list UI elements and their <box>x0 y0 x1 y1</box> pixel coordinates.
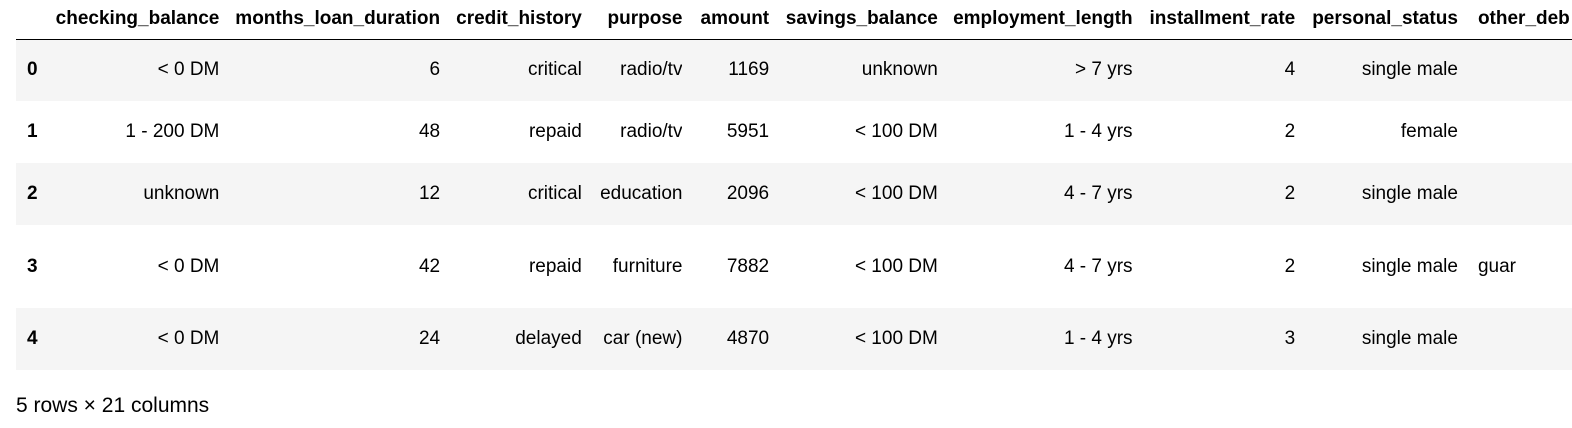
table-cell: radio/tv <box>620 121 683 142</box>
row-index: 0 <box>27 59 38 81</box>
table-cell: 42 <box>418 255 441 277</box>
column-header: checking_balance <box>55 0 220 40</box>
table-cell: 4 - 7 yrs <box>1063 255 1133 277</box>
table-cell: 1 - 4 yrs <box>1063 328 1133 349</box>
table-cell: < 100 DM <box>854 255 938 277</box>
table-cell: single male <box>1361 255 1458 277</box>
table-cell: 24 <box>418 328 441 349</box>
table-cell: repaid <box>528 121 582 142</box>
index-header <box>16 0 56 40</box>
table-cell: < 100 DM <box>854 121 938 142</box>
column-header: purpose <box>581 0 683 40</box>
table-row: 0 < 0 DM 6 critical radio/tv 1169 unknown > 7 y… <box>16 39 1572 101</box>
column-header: employment_length <box>937 0 1133 40</box>
table-cell: < 0 DM <box>157 59 220 81</box>
table-cell: furniture <box>612 255 683 277</box>
column-header: savings_balance <box>769 0 938 40</box>
table-cell: female <box>1400 121 1458 142</box>
table-cell: > 7 yrs <box>1075 59 1133 81</box>
table-row: 3 < 0 DM 42 repaid furniture 7882 < 100 DM 4 - … <box>16 225 1572 308</box>
table-cell: < 0 DM <box>157 328 220 349</box>
column-header: amount <box>682 0 770 40</box>
table-cell: unknown <box>861 59 938 81</box>
table-cell: unknown <box>143 183 220 204</box>
table-cell: 48 <box>418 121 441 142</box>
table-cell: 1 - 200 DM <box>125 121 220 142</box>
table-cell: 2 <box>1284 255 1296 277</box>
table-cell: education <box>600 183 683 204</box>
table-cell: 4 <box>1284 59 1296 81</box>
table-cell: 2 <box>1284 183 1296 204</box>
table-cell: 7882 <box>726 255 770 277</box>
table-row: 2 unknown 12 critical education 2096 < 100 DM 4… <box>16 163 1572 225</box>
table-cell: radio/tv <box>620 59 683 81</box>
dataframe-container: checking_balance months_loan_duration cr… <box>16 0 1572 372</box>
table-cell <box>1458 163 1572 225</box>
table-cell: 4870 <box>726 328 770 349</box>
table-summary: 5 rows × 21 columns <box>16 394 210 417</box>
table-cell: critical <box>527 59 582 81</box>
table-row: 4 < 0 DM 24 delayed car (new) 4870 < 100 DM 1 -… <box>16 308 1572 370</box>
table-cell <box>1458 39 1572 101</box>
dataframe-table: checking_balance months_loan_duration cr… <box>16 0 1572 370</box>
table-cell: single male <box>1361 328 1458 349</box>
table-cell: car (new) <box>603 328 683 349</box>
row-index: 3 <box>27 255 38 277</box>
table-cell: 5951 <box>726 121 770 142</box>
table-cell: 6 <box>429 59 441 81</box>
table-cell: 2 <box>1284 121 1296 142</box>
column-header: personal_status <box>1295 0 1458 40</box>
table-cell: 1169 <box>728 59 770 81</box>
column-header: months_loan_duration <box>219 0 441 40</box>
header-row: checking_balance months_loan_duration cr… <box>16 0 1572 40</box>
table-cell: 12 <box>418 183 441 204</box>
column-header: installment_rate <box>1132 0 1296 40</box>
table-cell: delayed <box>515 328 582 349</box>
row-index: 1 <box>27 121 38 142</box>
row-index: 4 <box>27 328 38 349</box>
column-header: credit_history <box>440 0 582 40</box>
table-cell: 1 - 4 yrs <box>1063 121 1133 142</box>
table-row: 1 1 - 200 DM 48 repaid radio/tv 5951 < 100 DM 1… <box>16 101 1572 163</box>
table-cell <box>1458 101 1572 163</box>
table-body: 0 < 0 DM 6 critical radio/tv 1169 unknown > 7 y… <box>16 39 1572 370</box>
table-cell: 4 - 7 yrs <box>1063 183 1133 204</box>
table-cell: single male <box>1361 59 1458 81</box>
table-cell <box>1458 308 1572 370</box>
column-header: other_deb <box>1457 0 1572 40</box>
table-cell: 2096 <box>726 183 770 204</box>
row-index: 2 <box>27 183 38 204</box>
table-cell: single male <box>1361 183 1458 204</box>
table-cell: < 100 DM <box>854 328 938 349</box>
table-cell: repaid <box>528 255 582 277</box>
table-cell: guar <box>1477 255 1516 277</box>
table-cell: < 100 DM <box>854 183 938 204</box>
table-cell: 3 <box>1284 328 1296 349</box>
table-cell: < 0 DM <box>157 255 220 277</box>
table-cell: critical <box>527 183 582 204</box>
